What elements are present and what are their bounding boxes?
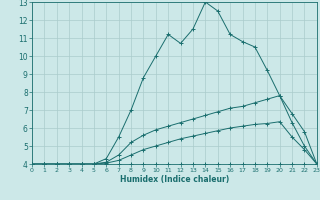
X-axis label: Humidex (Indice chaleur): Humidex (Indice chaleur) — [120, 175, 229, 184]
